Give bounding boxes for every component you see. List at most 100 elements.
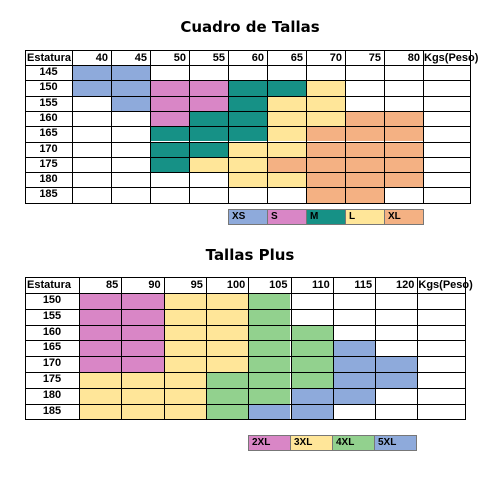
- legend-item-xs: XS: [228, 209, 268, 225]
- size-cell-5xl: [290, 387, 333, 404]
- weight-column-label: 100: [226, 279, 246, 291]
- size-cell-s: [189, 80, 228, 96]
- size-cell-xl: [345, 172, 384, 188]
- size-cell-xl: [345, 156, 384, 173]
- weight-unit-label: Kgs(Peso): [418, 279, 473, 291]
- size-cell-3xl: [163, 340, 206, 357]
- grid-line: [25, 324, 466, 326]
- size-cell-l: [228, 141, 267, 157]
- size-cell-xl: [384, 172, 423, 188]
- size-cell-3xl: [163, 324, 206, 341]
- corner-label: Estatura: [27, 52, 72, 64]
- weight-unit-label: Kgs(Peso): [424, 52, 479, 64]
- grid-line: [25, 80, 470, 82]
- size-cell-3xl: [205, 308, 249, 325]
- grid-line: [25, 50, 470, 51]
- legend-item-s: S: [267, 209, 307, 225]
- size-cell-l: [267, 141, 306, 157]
- legend-item-4xl: 4XL: [332, 435, 375, 451]
- size-cell-xs: [72, 65, 111, 81]
- legend-item-l: L: [345, 209, 385, 225]
- size-cell-5xl: [375, 372, 418, 388]
- size-cell-xs: [111, 65, 150, 81]
- size-cell-3xl: [205, 340, 249, 357]
- size-cell-4xl: [205, 387, 249, 404]
- size-cell-xl: [345, 141, 384, 157]
- size-cell-xl: [345, 110, 384, 127]
- grid-line: [465, 277, 467, 421]
- grid-line: [267, 50, 268, 204]
- size-cell-m: [228, 80, 267, 96]
- grid-line: [72, 50, 73, 204]
- grid-line: [470, 50, 471, 204]
- size-cell-5xl: [375, 356, 418, 372]
- size-cell-s: [189, 95, 228, 111]
- size-cell-2xl: [121, 293, 164, 309]
- size-cell-3xl: [163, 387, 206, 404]
- legend-item-m: M: [306, 209, 346, 225]
- size-cell-xl: [384, 126, 423, 142]
- size-cell-m: [189, 126, 228, 142]
- grid-line: [79, 277, 80, 421]
- weight-column-label: 90: [148, 279, 161, 291]
- size-cell-xs: [111, 95, 150, 111]
- height-row-label: 160: [39, 111, 58, 124]
- size-cell-4xl: [248, 340, 291, 357]
- grid-line: [25, 65, 470, 66]
- grid-line: [25, 308, 466, 310]
- height-row-label: 155: [39, 96, 58, 109]
- height-row-label: 145: [39, 66, 58, 78]
- size-cell-l: [228, 172, 267, 188]
- size-cell-m: [228, 110, 267, 127]
- size-cell-m: [228, 126, 267, 142]
- legend-item-5xl: 5XL: [374, 435, 417, 451]
- size-cell-xl: [306, 156, 345, 173]
- size-cell-4xl: [248, 387, 291, 404]
- size-cell-2xl: [121, 324, 164, 341]
- grid-line: [205, 277, 207, 421]
- size-cell-3xl: [163, 403, 206, 420]
- grid-line: [111, 50, 112, 204]
- height-row-label: 150: [42, 294, 62, 306]
- size-cell-l: [228, 156, 267, 173]
- weight-column-label: 85: [106, 279, 119, 291]
- height-row-label: 175: [39, 157, 58, 170]
- weight-column-label: 80: [407, 52, 420, 64]
- grid-line: [25, 403, 466, 405]
- grid-line: [25, 50, 26, 204]
- size-cell-5xl: [290, 403, 333, 420]
- size-cell-l: [267, 110, 306, 127]
- size-cell-3xl: [79, 387, 122, 404]
- size-cell-3xl: [205, 324, 249, 341]
- size-cell-4xl: [248, 324, 291, 341]
- height-row-label: 165: [42, 341, 62, 354]
- grid-line: [25, 156, 470, 158]
- weight-column-label: 60: [251, 52, 264, 64]
- size-cell-xl: [345, 126, 384, 142]
- height-row-label: 175: [42, 373, 62, 385]
- grid-line: [290, 277, 292, 421]
- legend-item-3xl: 3XL: [290, 435, 333, 451]
- size-cell-xl: [306, 172, 345, 188]
- size-cell-s: [150, 80, 189, 96]
- height-row-label: 165: [39, 127, 58, 140]
- grid-line: [25, 277, 466, 278]
- size-chart-title: Cuadro de Tallas: [180, 18, 320, 36]
- size-cell-3xl: [163, 308, 206, 325]
- size-cell-2xl: [121, 308, 164, 325]
- height-row-label: 155: [42, 309, 62, 322]
- size-cell-3xl: [163, 356, 206, 372]
- height-row-label: 180: [39, 173, 58, 186]
- height-row-label: 160: [42, 325, 62, 338]
- weight-column-label: 55: [212, 52, 225, 64]
- size-cell-xl: [267, 156, 306, 173]
- size-cell-l: [267, 95, 306, 111]
- size-cell-3xl: [79, 372, 122, 388]
- size-cell-4xl: [205, 372, 249, 388]
- size-cell-2xl: [79, 356, 122, 372]
- size-cell-3xl: [163, 293, 206, 309]
- height-row-label: 185: [39, 188, 58, 201]
- plus-size-chart-table: Estatura 85 90 95 100 105 110 115 120 Kgs(Peso) 15…: [25, 277, 473, 421]
- plus-size-chart-title: Tallas Plus: [205, 246, 295, 264]
- size-cell-2xl: [79, 308, 122, 325]
